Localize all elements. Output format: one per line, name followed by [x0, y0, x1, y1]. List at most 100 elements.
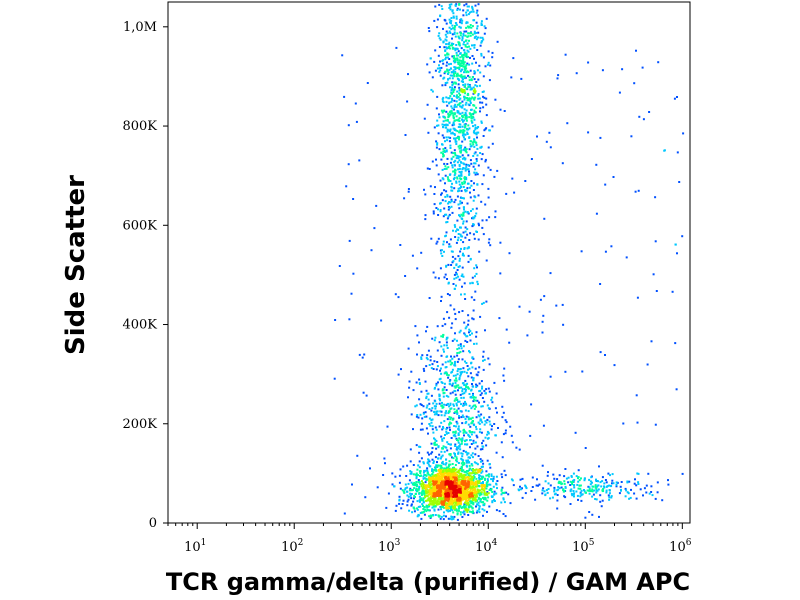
data-point [451, 478, 454, 481]
data-point [468, 136, 471, 139]
data-point [466, 453, 469, 456]
data-point [493, 498, 495, 501]
data-point [460, 161, 463, 164]
data-point [436, 26, 439, 29]
data-point [445, 264, 448, 267]
data-point [459, 123, 462, 126]
data-point [482, 95, 484, 98]
data-point [465, 109, 468, 112]
data-point [499, 108, 502, 111]
data-point [469, 488, 472, 491]
data-point [434, 499, 437, 502]
data-point [445, 231, 448, 234]
data-point [419, 511, 422, 514]
data-point [442, 150, 445, 153]
data-point [462, 474, 465, 477]
data-point [415, 477, 418, 480]
data-point [448, 426, 451, 429]
data-point [458, 351, 461, 354]
data-point [611, 473, 614, 476]
data-point [461, 390, 464, 393]
data-point [471, 485, 474, 488]
data-point [609, 474, 611, 477]
data-point [476, 173, 479, 176]
data-point [464, 85, 466, 88]
data-point [450, 355, 452, 358]
data-point [443, 162, 446, 165]
data-point [452, 170, 455, 173]
data-point [429, 484, 432, 486]
data-point [448, 201, 451, 203]
data-point [448, 6, 451, 9]
data-point [475, 480, 477, 483]
data-point [480, 491, 483, 494]
data-point [569, 480, 572, 483]
data-point [470, 376, 473, 379]
data-point [674, 342, 677, 345]
data-point [595, 212, 598, 215]
data-point [427, 498, 430, 501]
data-point [428, 497, 430, 500]
data-point [456, 48, 459, 50]
data-point [469, 330, 472, 333]
data-point [425, 504, 428, 507]
data-point [443, 46, 446, 49]
data-point [457, 187, 460, 190]
data-point [650, 485, 653, 488]
data-point [461, 183, 464, 186]
data-point [453, 81, 456, 84]
data-point [439, 74, 442, 77]
data-point [455, 493, 458, 496]
data-point [446, 217, 449, 220]
data-point [464, 230, 467, 233]
data-point [459, 62, 462, 65]
data-point [416, 483, 418, 486]
data-point [430, 88, 433, 91]
data-point [455, 3, 458, 6]
data-point [410, 370, 413, 373]
data-point [504, 429, 507, 432]
data-point [482, 504, 485, 507]
data-point [537, 484, 539, 487]
data-point [415, 476, 418, 478]
data-point [430, 477, 433, 480]
data-point [454, 22, 457, 24]
data-point [487, 431, 490, 434]
data-point [430, 409, 433, 412]
data-point [478, 505, 481, 508]
data-point [531, 486, 534, 488]
data-point [538, 483, 541, 486]
data-point [448, 45, 450, 48]
data-point [435, 242, 438, 245]
data-point [459, 174, 462, 177]
data-point [438, 46, 441, 48]
data-point [462, 43, 465, 46]
data-point [410, 471, 413, 474]
data-point [455, 115, 458, 118]
data-point [485, 17, 488, 20]
data-point [467, 26, 470, 29]
data-point [428, 488, 431, 491]
data-point [491, 495, 494, 498]
data-point [461, 285, 463, 288]
x-tick-label: 106 [669, 538, 692, 555]
data-point [439, 410, 442, 413]
data-point [587, 61, 590, 64]
data-point [473, 398, 476, 401]
data-point [481, 226, 484, 229]
data-point [341, 54, 344, 57]
data-point [471, 492, 474, 495]
data-point [437, 173, 440, 176]
data-point [444, 150, 446, 153]
data-point [472, 470, 475, 473]
data-point [443, 420, 446, 423]
data-point [456, 32, 459, 35]
data-point [461, 388, 464, 391]
data-point [435, 402, 438, 405]
data-point [431, 160, 434, 163]
data-point [474, 404, 477, 407]
data-point [460, 386, 463, 389]
data-point [446, 157, 449, 160]
data-point [440, 372, 443, 375]
data-point [457, 505, 460, 508]
